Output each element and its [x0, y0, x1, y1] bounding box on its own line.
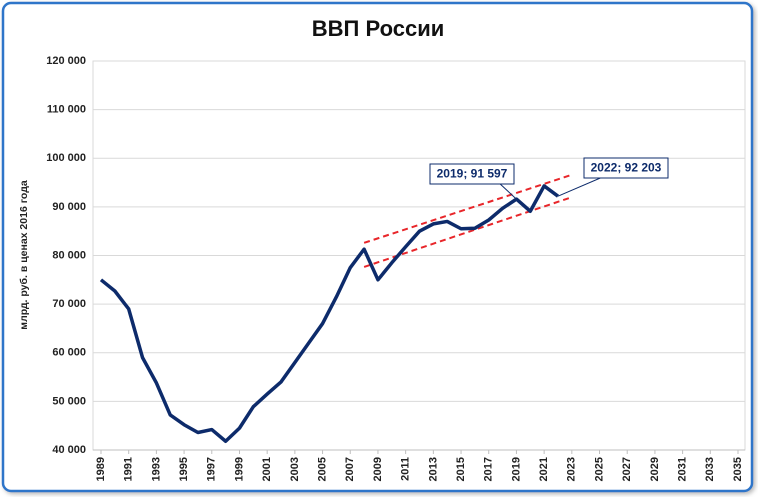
annotation-pointer [557, 175, 606, 197]
y-tick-label: 60 000 [52, 347, 86, 359]
x-tick-label: 2035 [732, 457, 744, 481]
x-tick-label: 2015 [455, 457, 467, 481]
x-tick-label: 1999 [233, 457, 245, 481]
x-tick-label: 1989 [95, 457, 107, 481]
annotation: 2022; 92 203 [591, 161, 662, 175]
annotation-box [583, 157, 669, 179]
x-tick-label: 2003 [289, 457, 301, 481]
data-line [99, 184, 560, 443]
x-tick-label: 2033 [704, 457, 716, 481]
x-tick-label: 1995 [178, 457, 190, 481]
trend-line [363, 173, 573, 244]
x-tick-label: 2023 [566, 457, 578, 481]
x-tick-label: 2007 [344, 457, 356, 481]
x-tick-label: 2005 [316, 457, 328, 481]
y-tick-label: 90 000 [52, 201, 86, 213]
y-tick-label: 50 000 [52, 395, 86, 407]
y-axis-label: млрд. руб. в ценах 2016 года [18, 180, 30, 330]
trend-line [363, 196, 573, 268]
x-tick-label: 2019 [510, 457, 522, 481]
annotation-box [429, 163, 515, 185]
x-tick-label: 1993 [150, 457, 162, 481]
y-tick-label: 40 000 [52, 444, 86, 456]
chart-title: ВВП России [312, 16, 445, 41]
y-tick-label: 80 000 [52, 249, 86, 261]
x-tick-label: 2031 [677, 457, 689, 481]
x-tick-label: 2011 [400, 457, 412, 481]
x-tick-label: 2025 [593, 457, 605, 481]
x-tick-label: 2021 [538, 457, 550, 481]
y-tick-label: 100 000 [46, 152, 86, 164]
x-tick-label: 1991 [123, 457, 135, 481]
x-tick-label: 1997 [206, 457, 218, 481]
x-tick-label: 2013 [427, 457, 439, 481]
x-tick-label: 2009 [372, 457, 384, 481]
x-tick-label: 2027 [621, 457, 633, 481]
y-tick-label: 110 000 [47, 104, 86, 116]
x-tick-label: 2017 [483, 457, 495, 481]
x-tick-label: 2001 [261, 457, 273, 481]
annotation-pointer [497, 181, 517, 200]
y-tick-label: 120 000 [46, 55, 86, 67]
y-tick-label: 70 000 [52, 298, 86, 310]
x-tick-label: 2029 [649, 457, 661, 481]
annotation: 2019; 91 597 [437, 167, 508, 181]
